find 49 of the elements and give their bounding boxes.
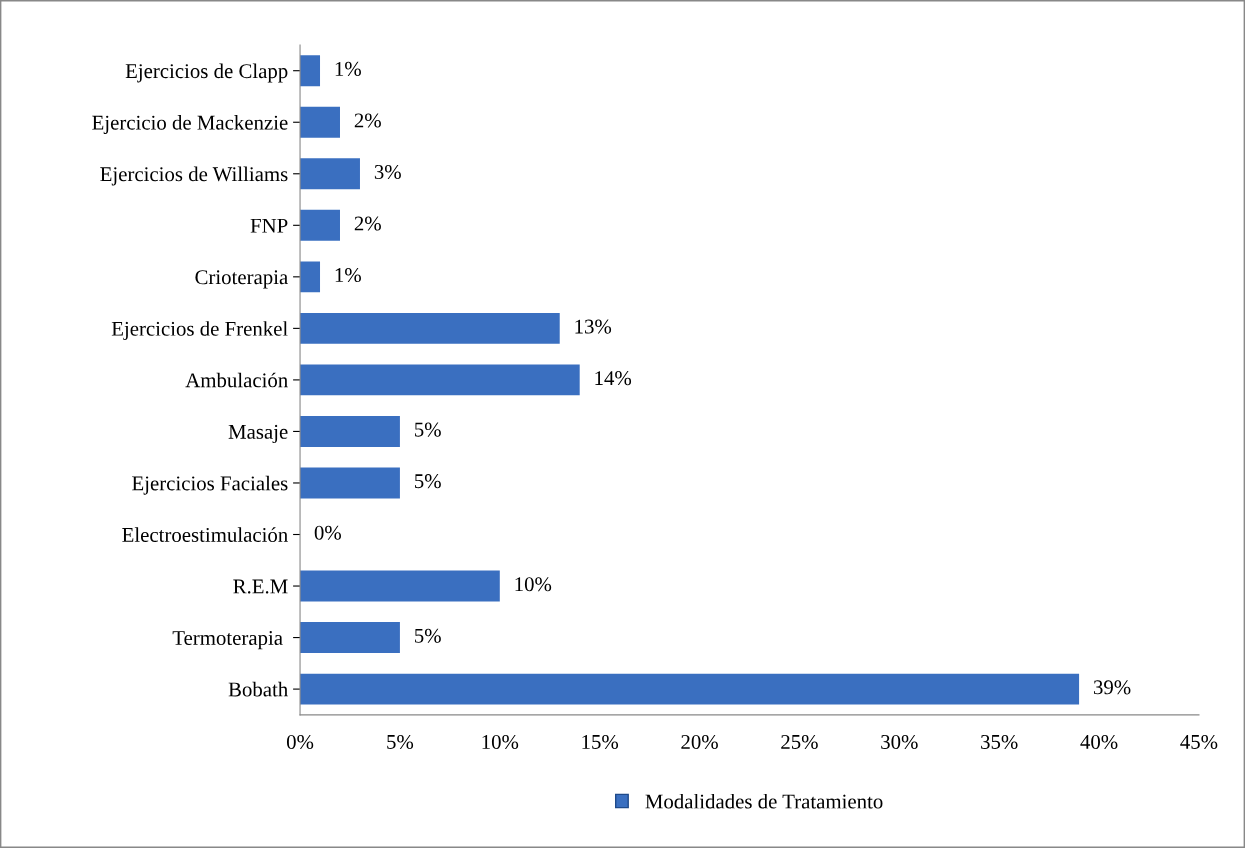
x-tick-label: 20% (681, 734, 718, 750)
x-tick-label: 5% (387, 734, 414, 750)
data-label: 0% (314, 525, 341, 540)
data-label: 1% (335, 61, 361, 76)
data-label: 1% (335, 267, 361, 283)
data-label: 2% (354, 216, 381, 231)
bar (300, 673, 1080, 705)
y-tick-label: Ambulación (185, 372, 288, 388)
x-tick-label: 30% (881, 734, 918, 750)
y-tick-label: Ejercicios de Frenkel (111, 321, 288, 341)
x-tick-label: 0% (286, 734, 314, 750)
data-label: 14% (595, 371, 632, 386)
x-tick-label: 40% (1080, 734, 1118, 750)
bar (300, 364, 580, 396)
y-tick-label: Bobath (228, 681, 288, 697)
legend-label: Modalidades de Tratamiento (645, 793, 883, 809)
bar (300, 467, 400, 499)
bar (300, 209, 340, 241)
x-tick-label: 25% (781, 734, 818, 750)
data-label: 5% (415, 474, 441, 489)
y-tick-label: Ejercicios de Williams (100, 166, 288, 186)
bar (300, 415, 400, 447)
bar (300, 261, 321, 293)
y-tick-label: Ejercicios de Clapp (125, 63, 288, 83)
data-label: 2% (354, 113, 381, 128)
x-tick-label: 45% (1180, 734, 1218, 750)
y-tick-label: Ejercicio de Mackenzie (92, 115, 288, 134)
data-label: 5% (415, 628, 441, 643)
data-label: 13% (575, 319, 612, 334)
data-label: 3% (374, 164, 401, 180)
x-tick-label: 10% (482, 734, 519, 750)
x-tick-label: 15% (582, 734, 619, 750)
y-tick-label: Crioterapia (195, 270, 288, 289)
bar (300, 570, 500, 602)
y-tick-label: FNP (250, 218, 288, 233)
y-tick-label: Termoterapia (172, 631, 283, 650)
y-tick-label: R.E.M (233, 579, 288, 594)
y-tick-label: Ejercicios Faciales (132, 475, 288, 495)
bar (300, 622, 400, 654)
data-label: 5% (415, 422, 441, 437)
data-label: 10% (515, 577, 552, 592)
data-label: 39% (1093, 680, 1131, 695)
x-tick-label: 35% (981, 734, 1018, 750)
bar (300, 158, 360, 190)
bar (300, 106, 340, 138)
bar (300, 55, 321, 87)
y-tick-label: Electroestimulación (122, 527, 288, 542)
bar (300, 312, 560, 344)
y-tick-label: Masaje (228, 424, 288, 444)
